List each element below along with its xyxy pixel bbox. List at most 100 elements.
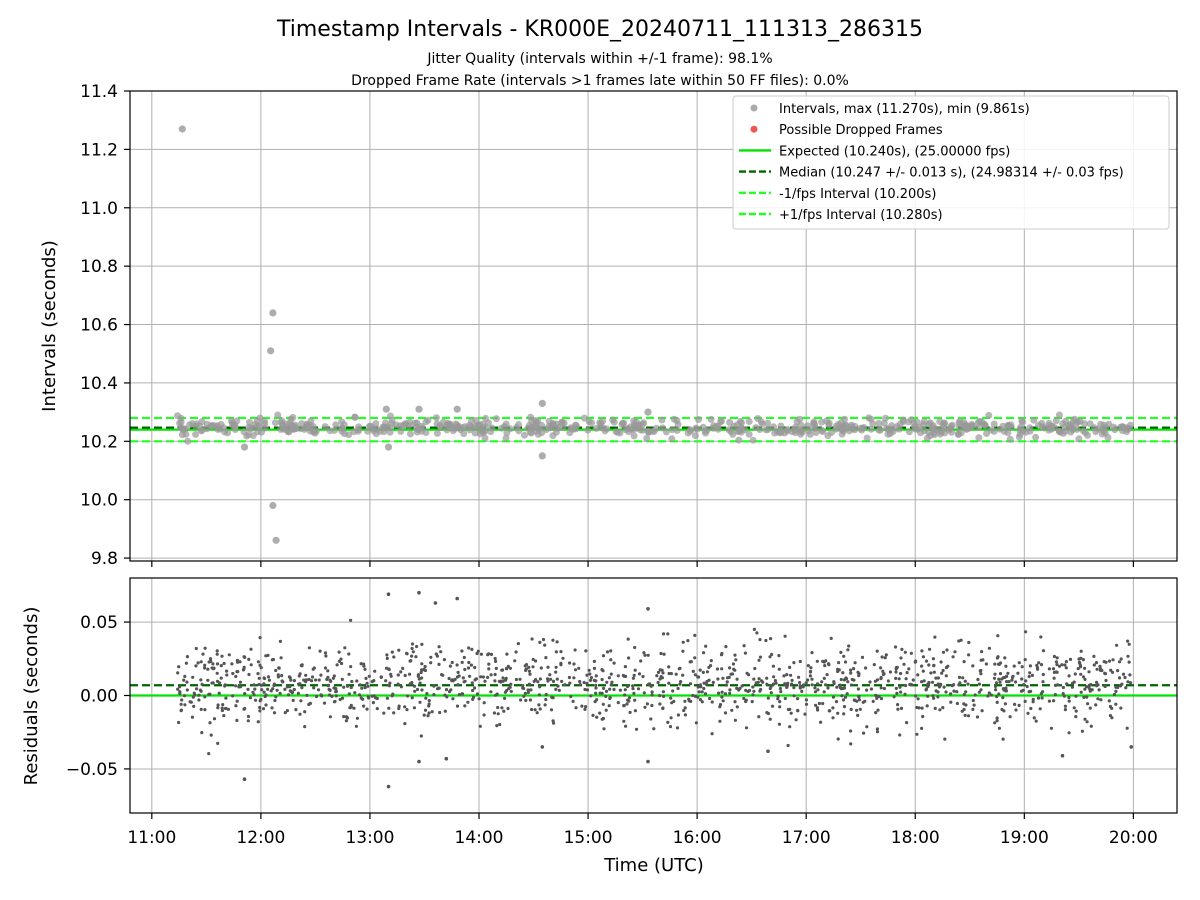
data-point	[321, 423, 329, 431]
data-point	[1025, 684, 1029, 689]
data-point	[337, 659, 341, 664]
data-point	[704, 682, 709, 686]
data-point	[261, 707, 266, 711]
data-point	[194, 664, 198, 668]
data-point	[427, 711, 431, 715]
data-point	[207, 422, 215, 430]
data-point	[1094, 661, 1099, 665]
data-point	[220, 706, 224, 710]
data-point	[481, 675, 485, 679]
data-point	[365, 681, 369, 685]
data-point	[849, 707, 853, 712]
data-point	[307, 417, 315, 425]
data-point	[289, 414, 297, 421]
data-point	[747, 688, 752, 693]
data-point	[1121, 672, 1126, 676]
data-point	[275, 688, 279, 692]
data-point	[488, 424, 496, 432]
data-point	[1024, 630, 1028, 634]
data-point	[276, 675, 280, 679]
data-point	[455, 704, 460, 708]
data-point	[666, 720, 670, 725]
legend-label: +1/fps Interval (10.280s)	[779, 208, 943, 223]
data-point	[662, 652, 666, 656]
data-point	[778, 705, 782, 709]
data-point	[197, 698, 201, 702]
data-point	[794, 718, 798, 722]
x-tick-label: 15:00	[564, 828, 613, 848]
data-point	[443, 709, 447, 713]
data-point	[580, 704, 584, 708]
data-point	[920, 680, 924, 684]
data-point	[738, 686, 742, 691]
data-point	[363, 667, 367, 671]
data-point	[234, 704, 238, 708]
data-point	[182, 678, 186, 682]
data-point	[788, 665, 792, 670]
data-point	[709, 659, 713, 663]
data-point	[881, 669, 885, 674]
data-point	[206, 667, 210, 671]
data-point	[804, 702, 809, 706]
data-point	[294, 708, 298, 712]
data-point	[1116, 685, 1120, 690]
data-point	[305, 693, 309, 698]
data-point	[538, 707, 542, 711]
data-point	[726, 418, 734, 426]
data-point	[809, 669, 813, 674]
data-point	[972, 703, 976, 707]
data-point	[921, 714, 925, 719]
data-point	[701, 427, 709, 435]
data-point	[798, 426, 806, 433]
data-point	[506, 425, 514, 433]
data-point	[609, 672, 613, 676]
data-point	[1098, 430, 1106, 438]
data-point	[1085, 695, 1089, 699]
data-point	[215, 652, 219, 656]
data-point	[397, 704, 401, 708]
data-point	[224, 706, 228, 711]
data-point	[259, 666, 263, 670]
data-point	[765, 682, 769, 686]
data-point	[786, 707, 791, 712]
data-point	[345, 431, 353, 439]
data-point	[397, 427, 405, 435]
data-point	[645, 702, 650, 706]
data-point	[262, 676, 266, 680]
data-point	[348, 706, 352, 710]
data-point	[602, 727, 606, 731]
data-point	[342, 685, 346, 689]
data-point	[649, 717, 653, 721]
data-point	[880, 655, 884, 659]
data-point	[966, 714, 971, 718]
data-point	[852, 678, 856, 682]
data-point	[796, 697, 800, 701]
data-point	[238, 680, 242, 684]
data-point	[444, 688, 449, 692]
data-point	[1045, 419, 1053, 427]
data-point	[618, 688, 623, 692]
data-point	[810, 651, 814, 655]
data-point	[418, 681, 422, 685]
data-point	[456, 683, 460, 687]
data-point	[893, 645, 898, 649]
data-point	[659, 651, 663, 656]
data-point	[497, 424, 505, 432]
data-point	[258, 705, 262, 710]
data-point	[1005, 680, 1009, 684]
data-point	[317, 678, 321, 682]
data-point	[199, 678, 203, 682]
data-point	[178, 690, 182, 694]
data-point	[1038, 707, 1042, 711]
data-point	[827, 709, 831, 713]
y-tick-label: 0.05	[80, 613, 118, 633]
data-point	[331, 676, 335, 680]
data-point	[1004, 664, 1008, 668]
data-point	[495, 724, 499, 728]
data-point	[481, 434, 489, 442]
data-point	[1007, 421, 1015, 429]
data-point	[979, 688, 983, 692]
data-point	[911, 678, 915, 682]
data-point	[401, 666, 405, 671]
data-point	[778, 700, 782, 704]
